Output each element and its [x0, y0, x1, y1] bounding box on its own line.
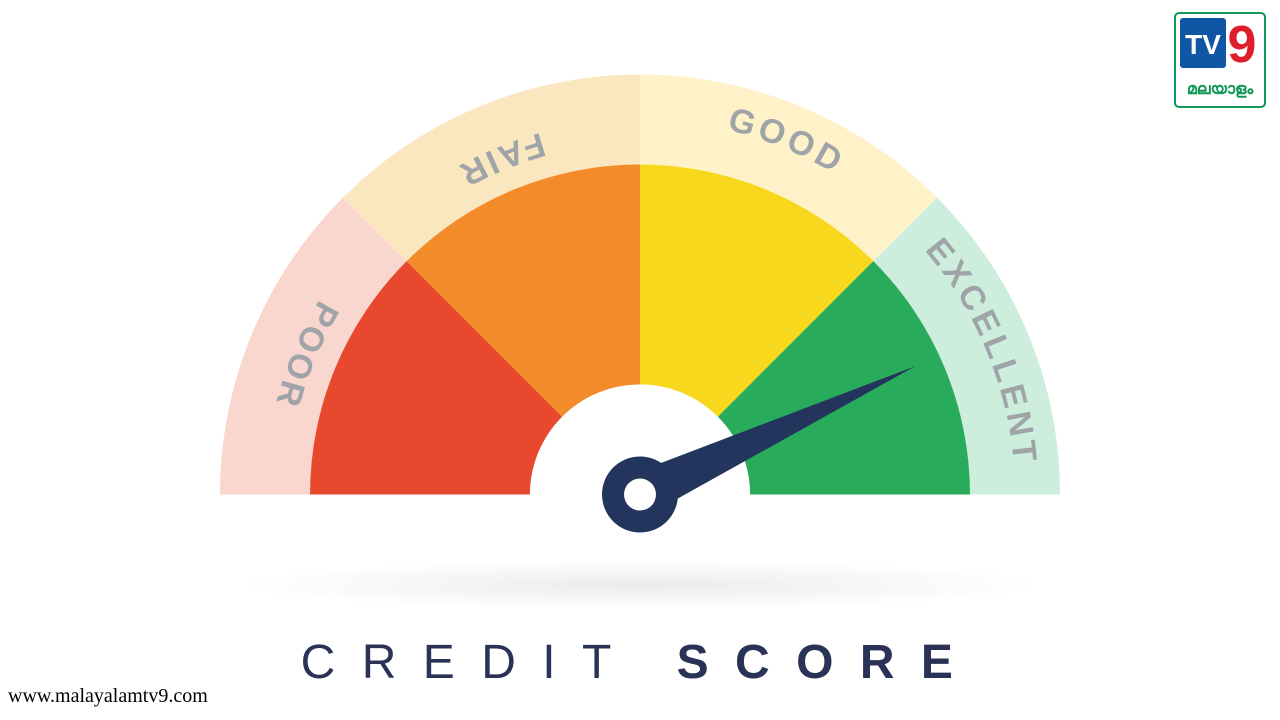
- title: CREDIT SCORE: [301, 635, 980, 690]
- gauge-needle-hub-inner: [624, 478, 656, 510]
- title-word-1: CREDIT: [301, 636, 637, 689]
- tv9-logo: TV 9 മലയാളം: [1174, 12, 1266, 108]
- watermark-url: www.malayalamtv9.com: [8, 685, 208, 708]
- credit-score-gauge: POORFAIRGOODEXCELLENT: [190, 54, 1090, 579]
- title-word-2: SCORE: [677, 636, 980, 689]
- logo-nine: 9: [1228, 16, 1257, 74]
- logo-tv-text: TV: [1185, 29, 1221, 60]
- logo-subtext: മലയാളം: [1187, 81, 1255, 98]
